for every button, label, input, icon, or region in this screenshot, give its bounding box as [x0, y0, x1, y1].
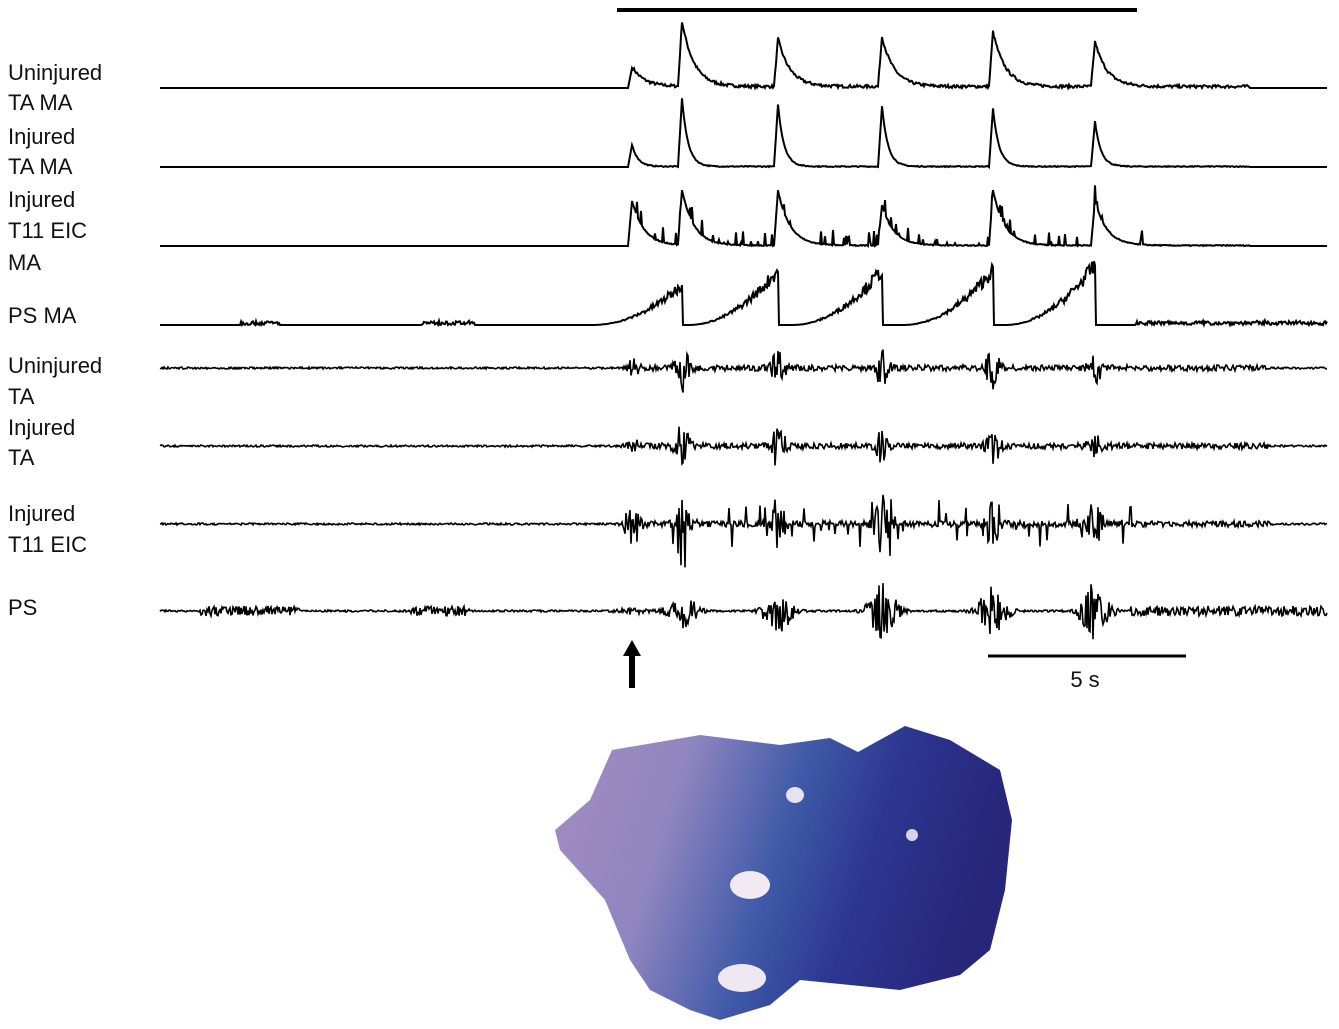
- trace-label: PS MA: [8, 303, 77, 328]
- lesion: [730, 871, 770, 899]
- figure: 5 s Uninjured TA MA Injured TA MA Injured T11…: [0, 0, 1339, 1024]
- trace-label: Uninjured: [8, 353, 102, 378]
- trace-label: PS: [8, 595, 37, 620]
- lesion: [718, 964, 766, 992]
- ma-trace: [160, 98, 1327, 167]
- trace-label: T11 EIC: [8, 218, 87, 243]
- tissue: [555, 726, 1012, 1020]
- trace-label: T11 EIC: [8, 532, 87, 557]
- lesion: [786, 787, 804, 803]
- emg-trace: [160, 427, 1327, 466]
- lesion: [906, 829, 918, 841]
- trace-label: TA MA: [8, 90, 73, 115]
- trace-label: Injured: [8, 415, 75, 440]
- trace-label: Injured: [8, 501, 75, 526]
- trace-label: TA: [8, 384, 35, 409]
- trace-label: Uninjured: [8, 60, 102, 85]
- trace-label: Injured: [8, 124, 75, 149]
- traces: [160, 23, 1327, 640]
- trace-label: TA: [8, 445, 35, 470]
- emg-trace: [160, 350, 1327, 393]
- emg-trace: [160, 495, 1327, 567]
- trace-label: TA MA: [8, 154, 73, 179]
- trace-label: MA: [8, 250, 41, 275]
- trace-label: Injured: [8, 187, 75, 212]
- emg-trace: [160, 583, 1327, 639]
- ma-trace: [160, 185, 1327, 246]
- ma-trace: [160, 23, 1327, 89]
- histology-section: [555, 726, 1012, 1020]
- scale-bar-label: 5 s: [1070, 667, 1099, 692]
- stimulus-arrow: [623, 640, 641, 688]
- ma-trace: [160, 261, 1327, 325]
